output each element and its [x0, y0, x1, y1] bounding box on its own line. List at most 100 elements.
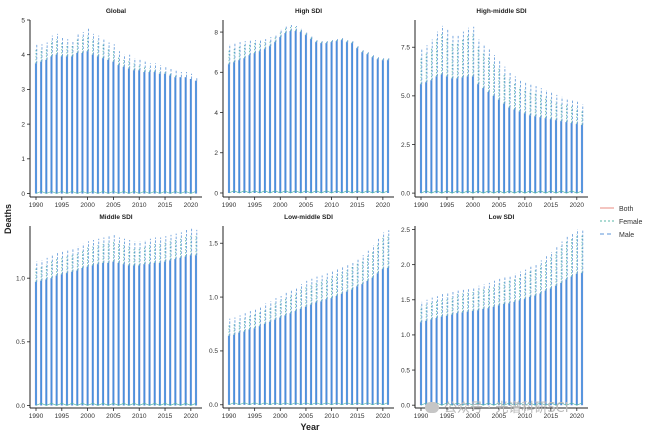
bar-high-middle-sdi-2014	[544, 118, 547, 194]
bar-global-2021	[195, 80, 197, 194]
bar-high-middle-sdi-1999	[466, 76, 469, 194]
y-tick-label-low-sdi-1: 0.5	[401, 367, 410, 374]
bar-high-middle-sdi-2018	[565, 122, 568, 194]
x-tick-label-high-middle-sdi-3: 2005	[492, 202, 507, 209]
x-tick-label-high-middle-sdi-0: 1990	[414, 202, 429, 209]
bar-low-middle-sdi-2003	[294, 311, 297, 405]
y-tick-label-global-4: 4	[21, 52, 25, 59]
x-tick-label-high-middle-sdi-4: 2010	[518, 202, 533, 209]
y-tick-label-high-middle-sdi-0: 0.0	[401, 190, 410, 197]
baseline-trace-low-middle-sdi	[228, 402, 389, 406]
bar-middle-sdi-1992	[45, 279, 48, 406]
panel-title-low-sdi: Low SDI	[489, 214, 515, 221]
bar-high-middle-sdi-2013	[539, 117, 542, 194]
y-tick-label-low-middle-sdi-2: 1.0	[209, 294, 218, 301]
x-tick-label-global-5: 2015	[158, 202, 173, 209]
bar-middle-sdi-2019	[184, 256, 187, 406]
bar-high-middle-sdi-2021	[581, 125, 583, 194]
bar-low-sdi-2003	[487, 308, 490, 406]
bar-global-2016	[169, 75, 172, 194]
bar-low-sdi-2011	[529, 296, 531, 406]
bar-high-sdi-2006	[310, 39, 312, 193]
y-tick-label-high-sdi-0: 0	[214, 190, 218, 197]
y-tick-label-low-sdi-3: 1.5	[401, 297, 410, 304]
y-tick-label-global-0: 0	[21, 191, 25, 198]
bar-global-1999	[81, 52, 84, 194]
x-axis-title: Year	[300, 422, 320, 432]
bar-low-middle-sdi-1995	[253, 328, 256, 405]
y-tick-label-low-middle-sdi-1: 0.5	[209, 348, 218, 355]
bar-middle-sdi-2007	[122, 264, 125, 406]
legend-label-female: Female	[619, 219, 642, 226]
baseline-trace-high-middle-sdi	[420, 190, 583, 194]
bar-low-middle-sdi-2019	[376, 273, 379, 405]
bar-low-sdi-2013	[539, 293, 542, 406]
bar-low-sdi-1997	[456, 313, 459, 406]
y-axis-title: Deaths	[3, 204, 13, 234]
bar-high-sdi-2009	[325, 43, 328, 193]
bar-high-sdi-1991	[233, 62, 236, 193]
baseline-trace-high-sdi	[228, 190, 389, 194]
x-tick-label-low-middle-sdi-1: 1995	[247, 413, 262, 420]
y-tick-label-low-middle-sdi-0: 0.0	[209, 402, 218, 409]
bar-high-sdi-2021	[387, 60, 389, 193]
y-tick-label-global-3: 3	[21, 87, 25, 94]
bar-middle-sdi-2001	[91, 265, 94, 406]
panel-low-sdi: Low SDI 0.0 0.5 1.0 1.5 2.0 2.5 1990 1995 2000 200…	[401, 214, 588, 420]
bar-middle-sdi-2009	[133, 265, 135, 406]
bar-middle-sdi-1995	[60, 274, 63, 406]
bar-global-1990	[35, 63, 37, 194]
bar-high-sdi-1990	[228, 64, 230, 193]
bar-global-1997	[71, 56, 74, 194]
bar-middle-sdi-2018	[179, 257, 182, 406]
bar-middle-sdi-2010	[138, 265, 141, 406]
bar-low-middle-sdi-1997	[264, 324, 266, 405]
bar-high-middle-sdi-2003	[487, 91, 490, 194]
x-tick-label-low-middle-sdi-4: 2010	[324, 413, 339, 420]
bar-global-1998	[76, 52, 79, 194]
panel-title-low-middle-sdi: Low-middle SDI	[284, 214, 333, 221]
bar-high-sdi-2019	[376, 59, 379, 193]
x-tick-label-global-2: 2000	[80, 202, 95, 209]
y-tick-label-high-middle-sdi-1: 2.5	[401, 142, 410, 149]
legend-item-both: Both	[600, 206, 634, 213]
y-tick-label-middle-sdi-2: 1.0	[16, 275, 25, 282]
x-tick-label-low-middle-sdi-3: 2005	[299, 413, 314, 420]
panel-title-global: Global	[106, 8, 126, 15]
bar-middle-sdi-2021	[195, 255, 197, 406]
x-tick-label-high-middle-sdi-5: 2015	[544, 202, 559, 209]
bar-low-middle-sdi-2005	[305, 306, 307, 405]
bar-middle-sdi-2012	[148, 264, 151, 406]
x-tick-label-middle-sdi-6: 2020	[184, 413, 199, 420]
bar-low-middle-sdi-1990	[228, 335, 230, 405]
bar-global-1992	[45, 59, 48, 194]
bar-high-sdi-2017	[366, 54, 369, 193]
bar-low-sdi-1998	[461, 312, 464, 406]
bar-low-middle-sdi-2011	[335, 296, 338, 405]
bar-low-sdi-2016	[555, 285, 557, 406]
bar-high-sdi-2020	[381, 60, 384, 193]
bar-low-middle-sdi-2020	[381, 269, 384, 405]
bar-high-sdi-2005	[305, 35, 307, 193]
bar-low-sdi-2004	[492, 306, 495, 406]
y-tick-label-global-1: 1	[21, 156, 25, 163]
x-tick-label-high-sdi-4: 2010	[324, 202, 339, 209]
legend-label-male: Male	[619, 232, 634, 239]
bar-high-sdi-2011	[335, 41, 338, 193]
bar-middle-sdi-2014	[158, 262, 161, 406]
x-tick-label-middle-sdi-4: 2010	[132, 413, 147, 420]
panel-title-high-sdi: High SDI	[295, 8, 322, 15]
bar-high-middle-sdi-2007	[508, 107, 511, 194]
bar-low-middle-sdi-2016	[361, 284, 364, 405]
y-tick-label-high-sdi-2: 4	[214, 110, 218, 117]
bar-low-middle-sdi-2002	[289, 313, 292, 405]
bar-low-sdi-2019	[570, 276, 573, 406]
panel-high-sdi: High SDI 0 2 4 6 8 1990 1995 2000 2005 2010 2015 202…	[214, 8, 394, 209]
y-tick-label-low-sdi-0: 0.0	[401, 402, 410, 409]
bar-low-sdi-2008	[513, 301, 516, 406]
y-tick-label-global-2: 2	[21, 121, 25, 128]
bar-low-sdi-1995	[446, 315, 448, 406]
bar-high-sdi-1998	[269, 46, 271, 193]
bar-high-middle-sdi-2020	[575, 124, 578, 194]
bar-global-2014	[158, 73, 161, 194]
